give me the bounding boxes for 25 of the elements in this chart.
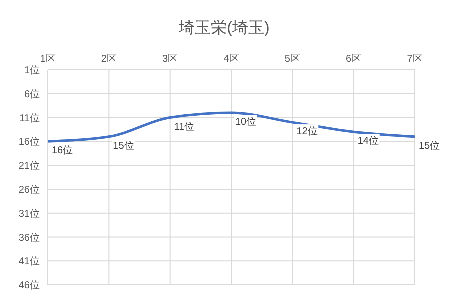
x-tick-label: 4区: [224, 54, 240, 65]
y-tick-label: 21位: [18, 160, 40, 172]
data-label: 10位: [236, 116, 257, 128]
y-tick-label: 46位: [18, 280, 40, 292]
y-tick-label: 36位: [18, 232, 40, 244]
x-tick-label: 1区: [40, 54, 56, 65]
data-label: 11位: [174, 120, 195, 133]
x-tick-label: 3区: [162, 54, 178, 65]
x-tick-label: 7区: [407, 54, 423, 65]
y-tick-label: 1位: [24, 64, 40, 77]
y-tick-label: 11位: [20, 112, 40, 124]
data-label: 15位: [113, 140, 134, 152]
y-tick-label: 16位: [18, 136, 40, 148]
x-tick-label: 2区: [101, 54, 117, 65]
y-tick-label: 41位: [18, 256, 40, 268]
x-tick-label: 6区: [346, 54, 362, 65]
y-tick-label: 31位: [18, 208, 40, 220]
y-tick-label: 6位: [24, 88, 40, 100]
y-tick-label: 26位: [18, 184, 40, 196]
data-label: 14位: [358, 135, 379, 148]
chart-title: 埼玉栄(埼玉): [178, 19, 271, 39]
x-tick-label: 5区: [284, 54, 300, 65]
data-label: 12位: [296, 126, 318, 138]
data-label: 15位: [419, 140, 440, 152]
data-label: 16位: [52, 144, 74, 157]
